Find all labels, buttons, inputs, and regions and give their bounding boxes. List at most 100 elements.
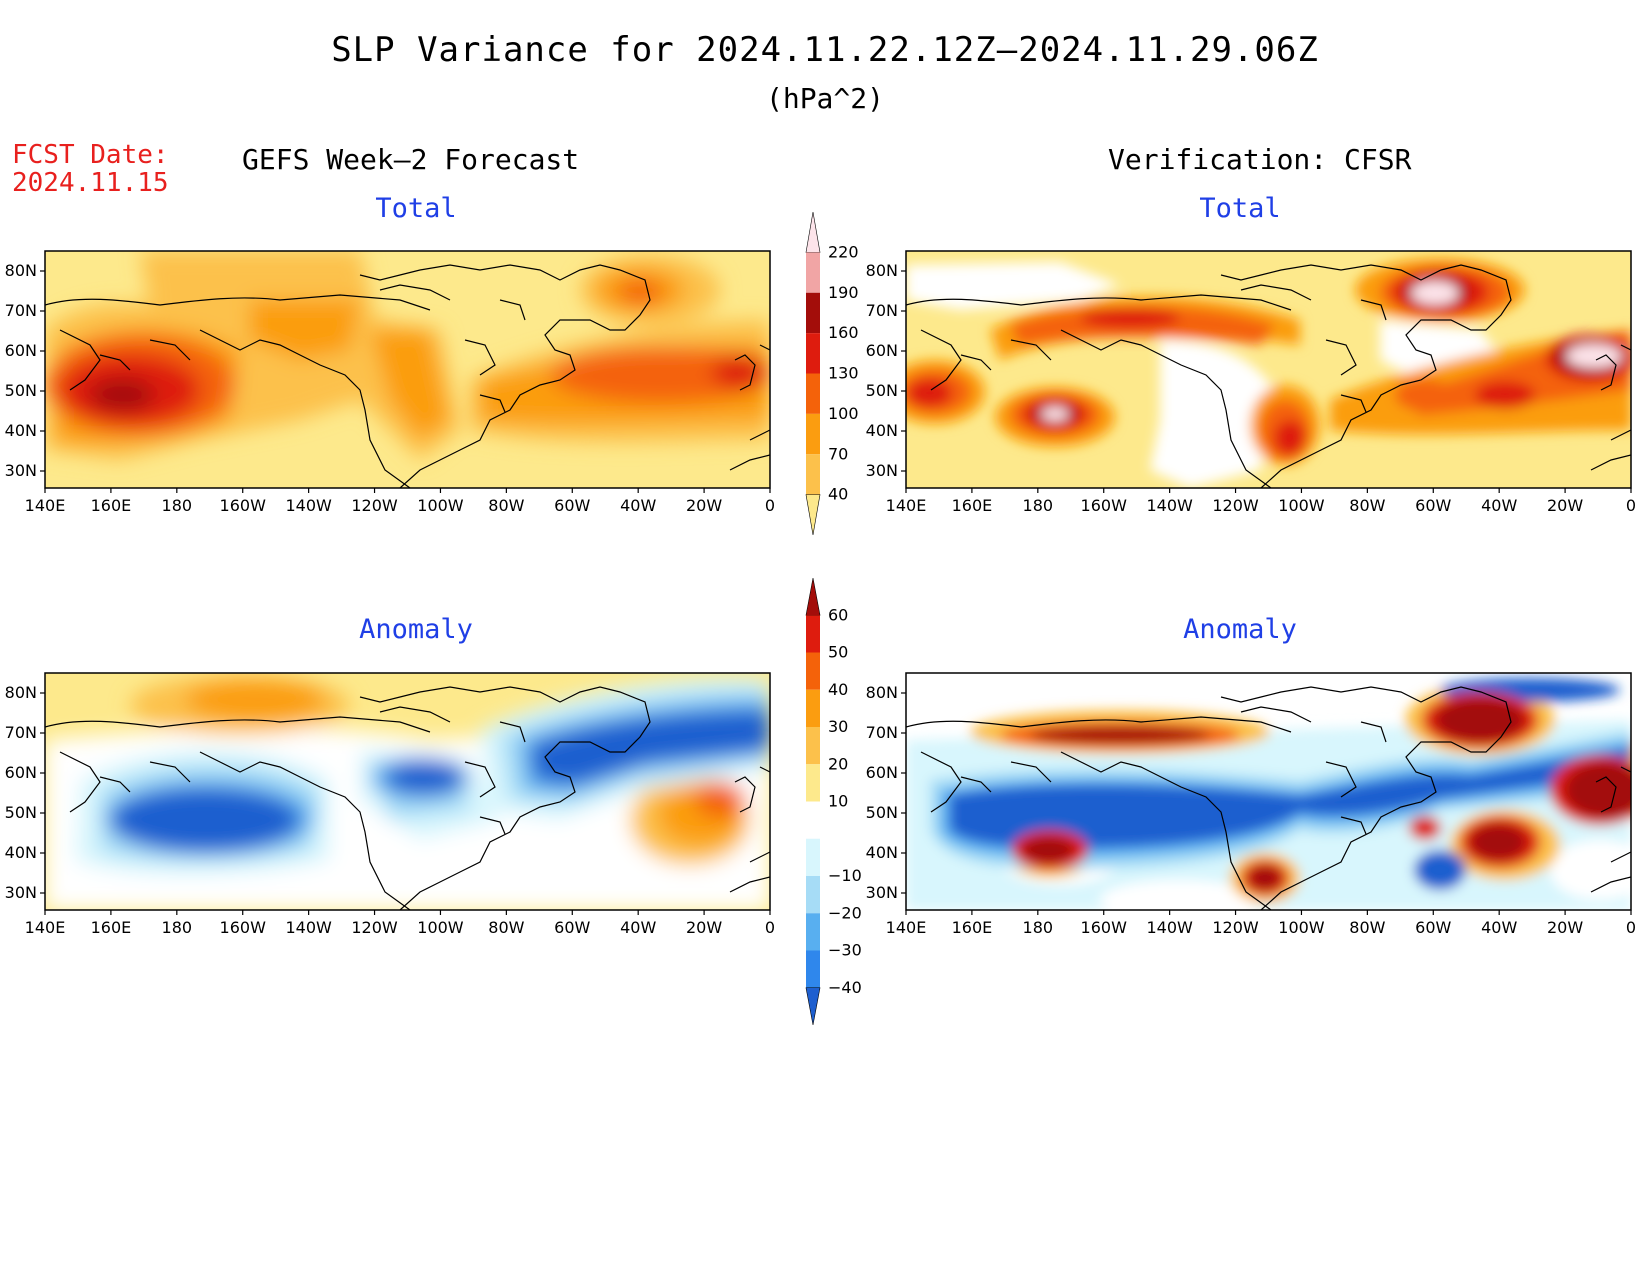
lat-label: 60N <box>5 763 37 782</box>
lon-label: 40W <box>620 918 656 937</box>
forecast-total-title: Total <box>375 193 457 224</box>
lat-label: 30N <box>5 461 37 480</box>
fcst-date-value: 2024.11.15 <box>12 168 169 198</box>
lon-label: 20W <box>686 918 722 937</box>
verification-total-frame <box>905 250 1632 489</box>
forecast-anomaly-map <box>45 673 770 910</box>
lon-label: 140E <box>886 496 927 515</box>
anomaly-colorbar-segment <box>806 913 820 951</box>
lat-label: 50N <box>866 381 898 400</box>
lon-label: 40W <box>620 496 656 515</box>
anomaly-colorbar-segment <box>806 615 820 653</box>
lat-label: 50N <box>5 803 37 822</box>
lat-label: 50N <box>5 381 37 400</box>
lon-label: 180 <box>1023 918 1054 937</box>
lon-label: 80W <box>1349 918 1385 937</box>
forecast-anomaly-title: Anomaly <box>359 614 473 645</box>
lat-label: 40N <box>866 843 898 862</box>
axes-labels: 80N 70N 60N 50N 40N 30N 140E 160E 180 160W 140W 120… <box>5 261 1636 937</box>
forecast-total-map <box>45 251 770 488</box>
lat-label: 30N <box>866 883 898 902</box>
anomaly-colorbar-segment <box>806 764 820 802</box>
total-colorbar-segment <box>806 252 820 293</box>
total-colorbar-label: 100 <box>828 404 859 423</box>
lon-label: 140W <box>1146 496 1193 515</box>
anomaly-colorbar-label: −30 <box>828 941 862 960</box>
lon-label: 160W <box>220 496 267 515</box>
total-colorbar-segment <box>806 454 820 495</box>
anomaly-colorbar-segment <box>806 652 820 690</box>
verification-total-title: Total <box>1199 193 1281 224</box>
total-colorbar-segment <box>806 333 820 374</box>
anomaly-colorbar-segment <box>806 727 820 765</box>
lat-label: 80N <box>5 261 37 280</box>
anomaly-colorbar-segment <box>806 838 820 876</box>
lon-label: 160E <box>91 918 132 937</box>
lon-label: 140W <box>1146 918 1193 937</box>
anomaly-colorbar-label: −10 <box>828 866 862 885</box>
lon-label: 60W <box>1415 496 1451 515</box>
anomaly-colorbar-segment <box>806 876 820 914</box>
forecast-anomaly-frame <box>44 672 771 911</box>
main-title: SLP Variance for 2024.11.22.12Z—2024.11.… <box>331 30 1319 70</box>
lat-label: 80N <box>866 683 898 702</box>
lon-label: 100W <box>1278 496 1325 515</box>
lon-label: 60W <box>1415 918 1451 937</box>
lon-label: 140E <box>886 918 927 937</box>
lon-label: 80W <box>488 918 524 937</box>
total-colorbar-label: 190 <box>828 283 859 302</box>
lon-label: 0 <box>1626 918 1636 937</box>
lon-label: 100W <box>417 496 464 515</box>
lat-label: 80N <box>5 683 37 702</box>
lon-label: 160W <box>1081 496 1128 515</box>
lon-label: 40W <box>1481 918 1517 937</box>
lon-label: 120W <box>1212 496 1259 515</box>
verification-anomaly-map <box>906 673 1631 910</box>
lat-label: 30N <box>866 461 898 480</box>
right-column-header: Verification: CFSR <box>1108 143 1412 176</box>
lon-label: 0 <box>765 496 775 515</box>
lon-label: 0 <box>1626 496 1636 515</box>
anomaly-colorbar-segment <box>806 950 820 988</box>
anomaly-colorbar-label: 40 <box>828 680 848 699</box>
lon-label: 160W <box>1081 918 1128 937</box>
lon-label: 160W <box>220 918 267 937</box>
lon-label: 20W <box>1547 918 1583 937</box>
total-colorbar-label: 130 <box>828 364 859 383</box>
colorbars: 40 70 100 130 160 190 220 60 50 40 30 20 10 −10 −20 −30… <box>805 211 862 1026</box>
total-colorbar-label: 160 <box>828 323 859 342</box>
lat-label: 70N <box>5 301 37 320</box>
lon-label: 0 <box>765 918 775 937</box>
total-colorbar-segment <box>806 413 820 455</box>
coastlines-forecast-total <box>45 264 770 488</box>
verification-anomaly-title: Anomaly <box>1183 614 1297 645</box>
lon-label: 100W <box>417 918 464 937</box>
anomaly-colorbar-label: 30 <box>828 717 848 736</box>
lon-label: 180 <box>162 918 193 937</box>
anomaly-colorbar-label: 60 <box>828 605 848 624</box>
anomaly-colorbar-segment <box>806 689 820 727</box>
anomaly-colorbar-label: 50 <box>828 643 848 662</box>
anomaly-colorbar-label: 10 <box>828 792 848 811</box>
lon-label: 80W <box>1349 496 1385 515</box>
lon-label: 60W <box>554 918 590 937</box>
units-label: (hPa^2) <box>765 82 884 115</box>
lon-label: 40W <box>1481 496 1517 515</box>
lat-label: 70N <box>866 723 898 742</box>
lon-label: 120W <box>351 918 398 937</box>
lon-label: 160E <box>952 496 993 515</box>
lat-label: 80N <box>866 261 898 280</box>
lat-label: 60N <box>5 341 37 360</box>
anomaly-colorbar-segment <box>805 987 821 1026</box>
lat-label: 60N <box>866 763 898 782</box>
anomaly-colorbar-label: 20 <box>828 754 848 773</box>
total-colorbar-segment <box>805 494 821 536</box>
lon-label: 160E <box>952 918 993 937</box>
total-colorbar-segment <box>805 211 821 253</box>
verification-total-map <box>906 251 1631 488</box>
lon-label: 120W <box>1212 918 1259 937</box>
lon-label: 180 <box>1023 496 1054 515</box>
lon-label: 20W <box>1547 496 1583 515</box>
left-column-header: GEFS Week—2 Forecast <box>242 143 580 176</box>
